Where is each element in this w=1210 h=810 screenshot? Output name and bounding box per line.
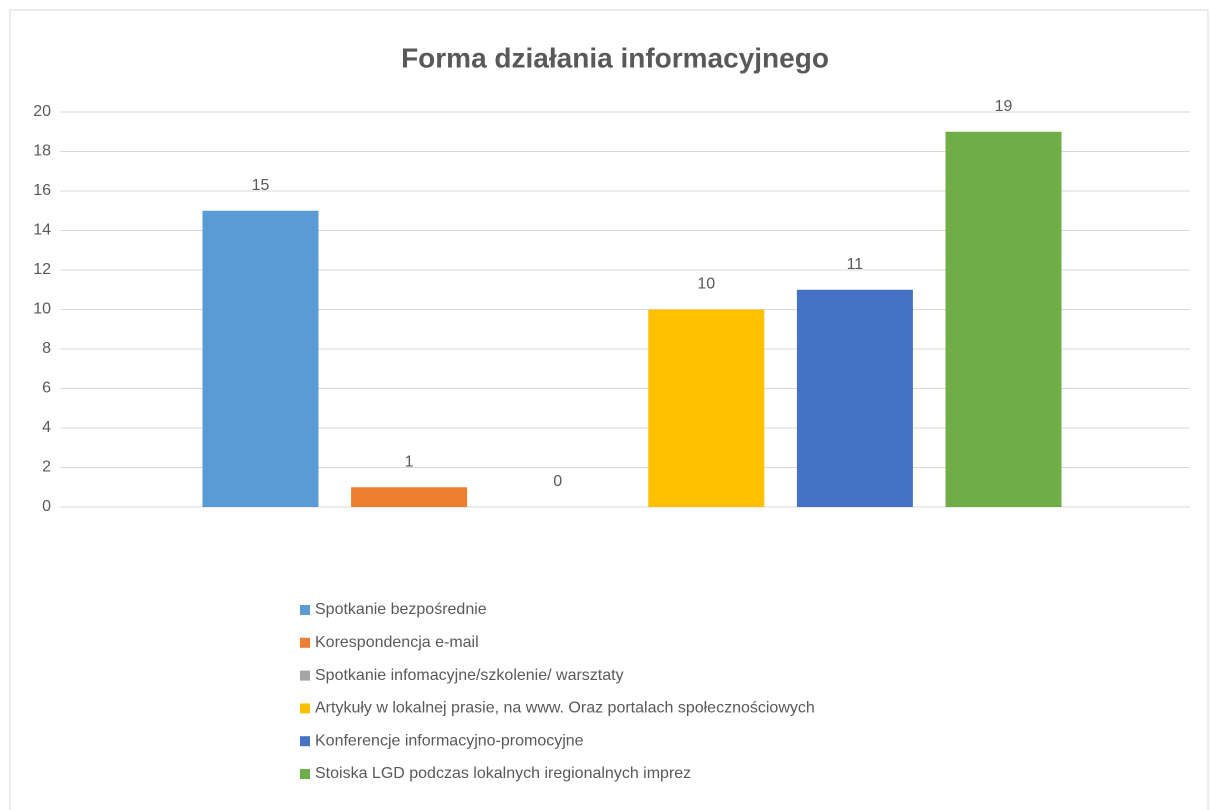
- legend-swatch: [300, 670, 310, 681]
- data-label: 15: [252, 177, 270, 194]
- legend-label: Artykuły w lokalnej prasie, na www. Oraz…: [315, 700, 815, 717]
- legend-label: Stoiska LGD podczas lokalnych iregionaln…: [315, 765, 691, 782]
- y-tick-label: 14: [33, 222, 51, 239]
- bar: [202, 210, 319, 507]
- legend-label: Korespondencja e-mail: [315, 634, 479, 651]
- legend-swatch: [300, 703, 310, 714]
- data-label: 19: [995, 98, 1013, 115]
- data-label: 10: [697, 276, 715, 293]
- y-tick-label: 0: [42, 498, 51, 515]
- legend-label: Spotkanie bezpośrednie: [315, 601, 487, 618]
- y-tick-label: 4: [42, 419, 51, 436]
- bar: [945, 131, 1062, 507]
- bar: [796, 289, 913, 507]
- y-tick-label: 10: [33, 301, 51, 318]
- legend-label: Spotkanie infomacyjne/szkolenie/ warszta…: [315, 667, 624, 684]
- bar: [648, 309, 765, 507]
- data-label: 1: [405, 453, 414, 470]
- y-tick-label: 16: [33, 182, 51, 199]
- data-label: 0: [553, 473, 562, 490]
- legend-label: Konferencje informacyjno-promocyjne: [315, 732, 584, 749]
- data-label: 11: [847, 256, 864, 273]
- y-tick-label: 20: [33, 103, 51, 120]
- legend-swatch: [300, 605, 310, 615]
- legend-swatch: [300, 736, 310, 747]
- y-tick-label: 18: [33, 143, 51, 160]
- chart-title: Forma działania informacyjnego: [401, 42, 829, 73]
- y-tick-label: 12: [33, 261, 51, 278]
- y-tick-label: 2: [42, 459, 51, 476]
- y-tick-label: 6: [42, 380, 51, 397]
- legend-swatch: [300, 637, 310, 648]
- bar: [351, 487, 468, 507]
- legend-swatch: [300, 769, 310, 779]
- y-tick-label: 8: [42, 340, 51, 357]
